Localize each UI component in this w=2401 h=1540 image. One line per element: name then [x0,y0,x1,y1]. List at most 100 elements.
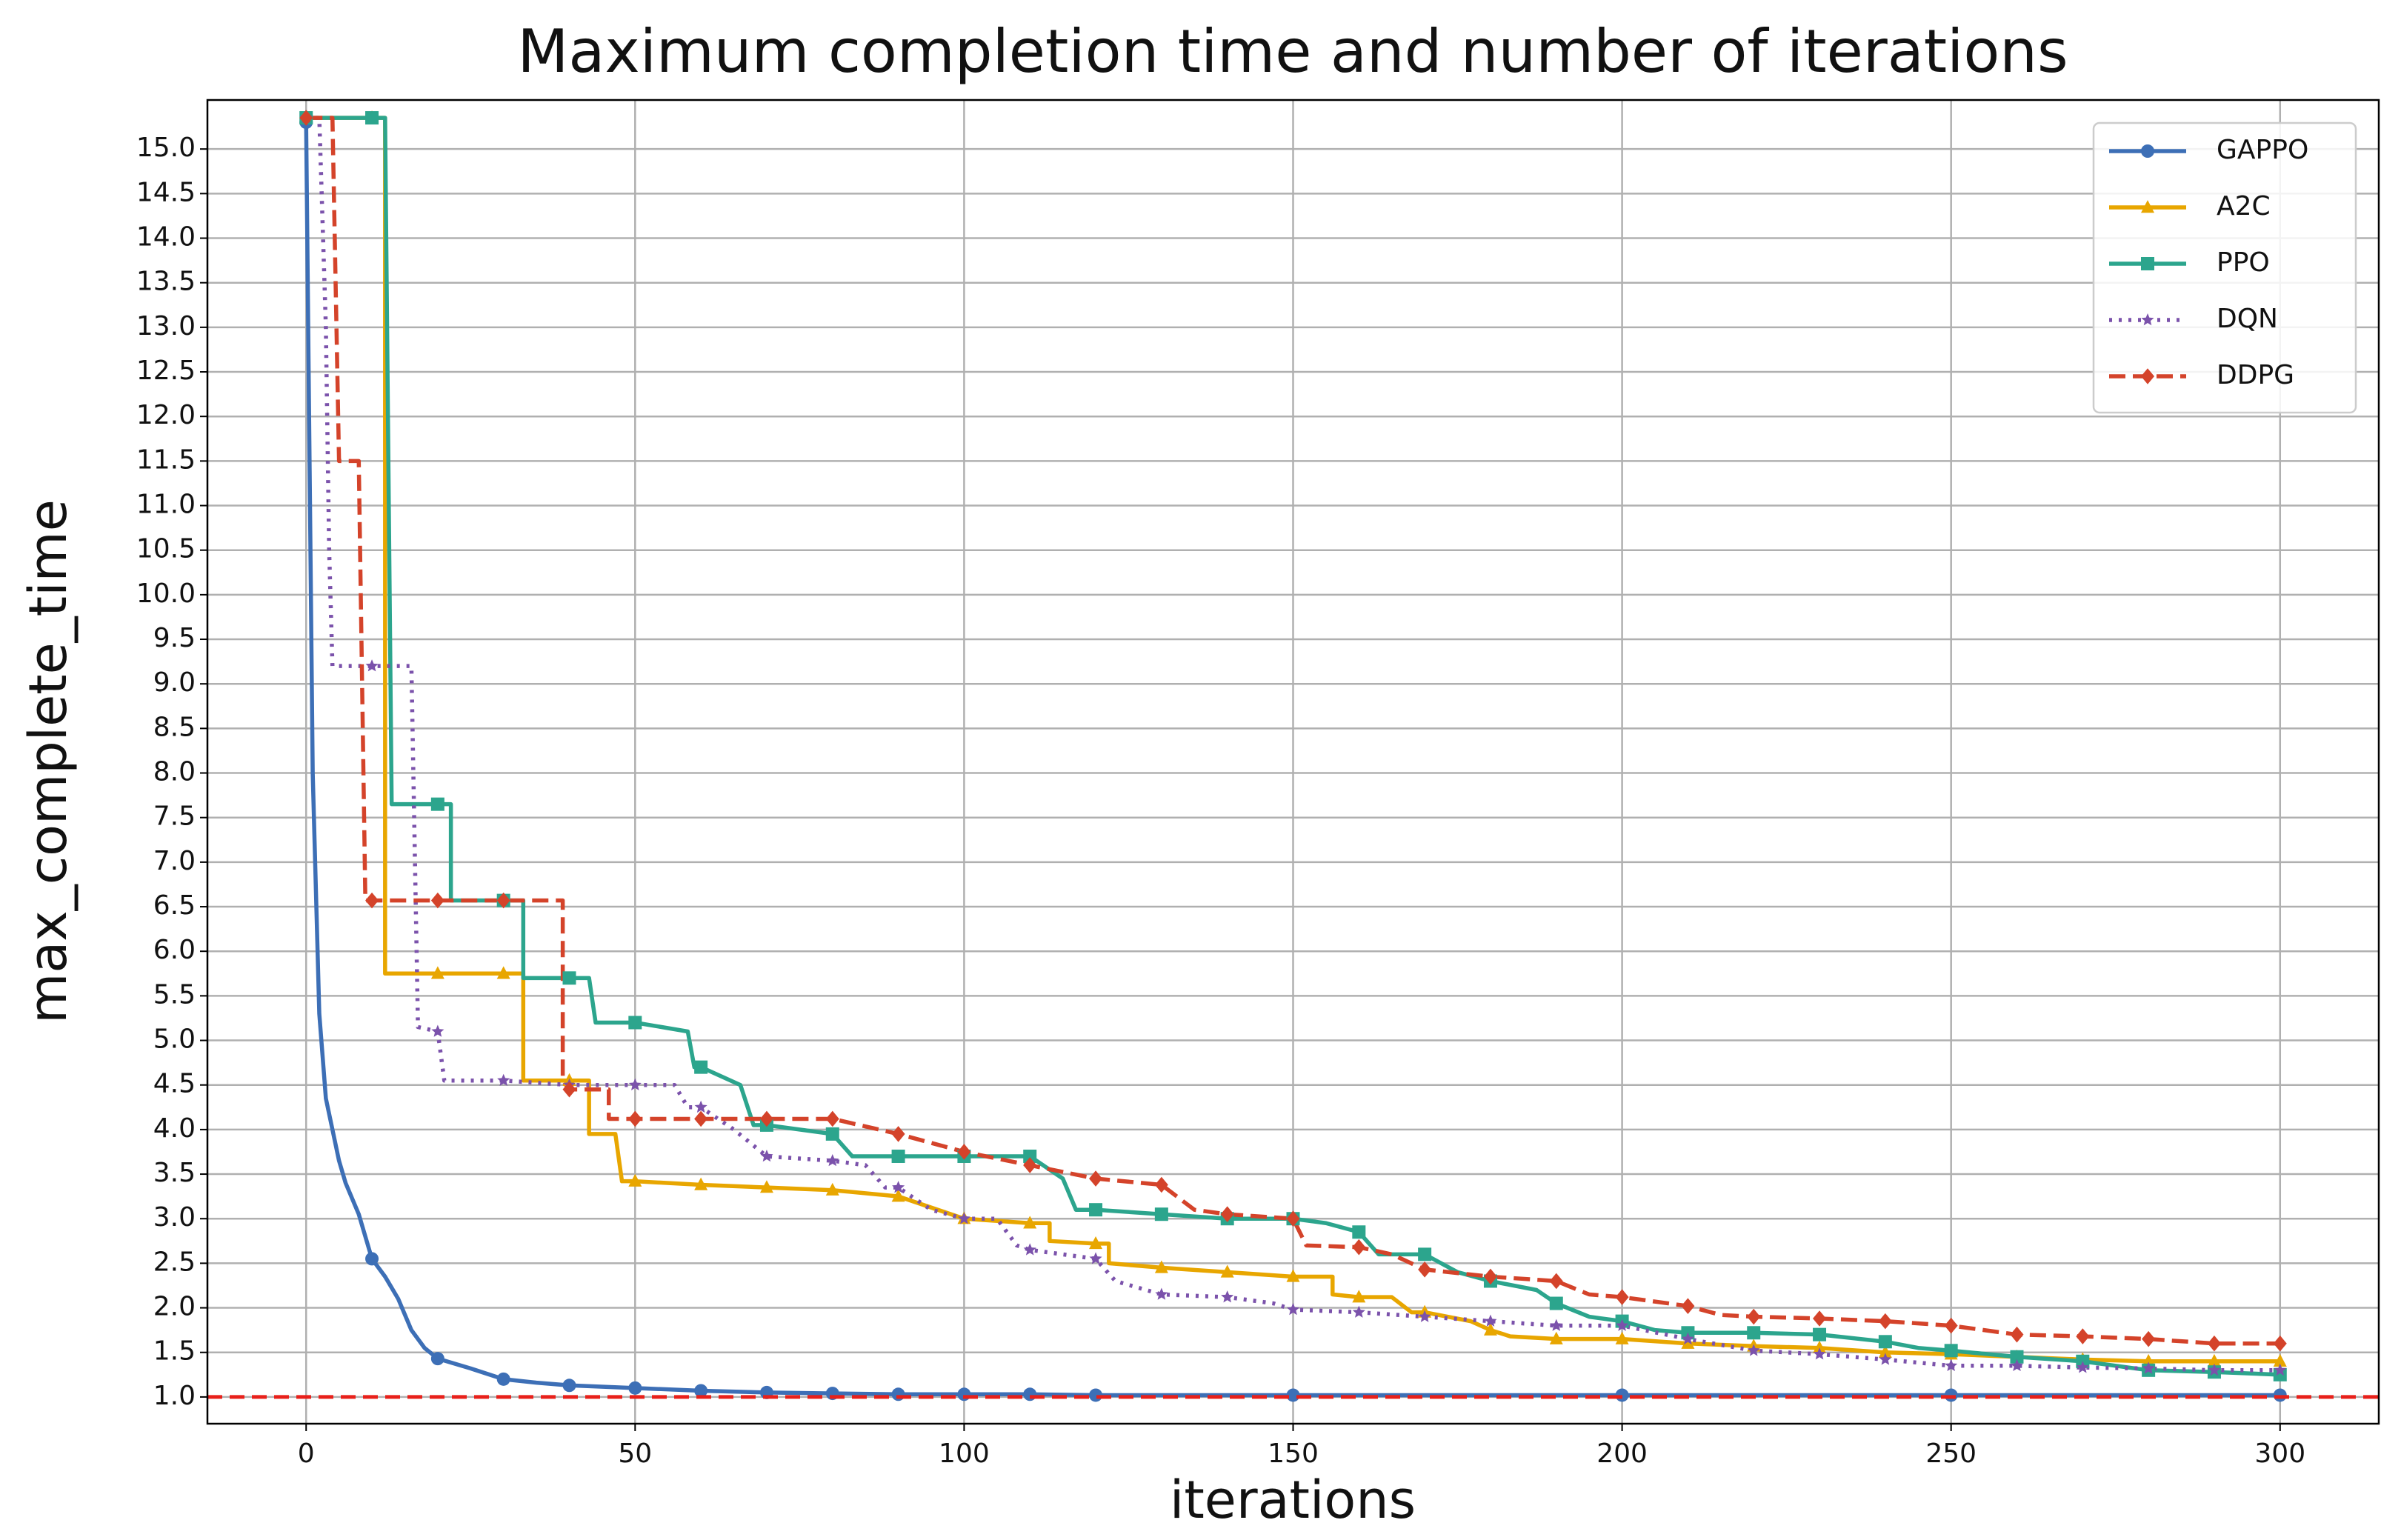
legend-marker [2141,368,2154,384]
data-point [1681,1332,1694,1344]
data-point [694,1110,708,1127]
data-point [430,966,444,979]
x-tick-label: 250 [1925,1439,1977,1469]
data-point [1154,1207,1168,1221]
data-point [628,1078,642,1091]
series-line [306,116,2280,1346]
data-point [1418,1247,1432,1261]
y-tick-label: 8.5 [153,712,196,742]
y-tick-label: 12.0 [136,400,196,430]
y-tick-label: 10.5 [136,534,196,564]
data-point [759,1110,773,1127]
x-tick-label: 150 [1268,1439,1319,1469]
data-point [1879,1353,1892,1365]
data-point [1089,1170,1103,1187]
data-point [430,797,444,811]
data-point [299,110,313,126]
y-tick-label: 2.0 [153,1292,196,1322]
y-tick-label: 7.0 [153,846,196,876]
legend-label: DDPG [2217,360,2294,390]
data-point [1483,1322,1497,1336]
y-tick-label: 1.0 [153,1381,196,1411]
y-tick-label: 5.0 [153,1024,196,1055]
data-point [1221,1290,1234,1303]
y-tick-label: 13.0 [136,311,196,341]
data-point [430,892,444,909]
data-point [891,1149,905,1163]
data-point [2273,1367,2287,1381]
chart-title: Maximum completion time and number of it… [517,17,2068,86]
y-axis-label: max_complete_time [18,499,79,1024]
data-point [2076,1361,2089,1373]
data-point [1484,1314,1497,1327]
data-point [2142,1361,2155,1374]
legend-box [2092,121,2357,414]
data-point [1483,1268,1497,1285]
data-point [1878,1344,1892,1358]
data-point [1944,1317,1958,1334]
data-point [1616,1319,1629,1331]
data-point [1286,1302,1300,1316]
x-tick-label: 0 [298,1439,315,1469]
legend-marker [2141,144,2154,158]
data-point [1023,1243,1036,1256]
legend-label: GAPPO [2217,135,2308,165]
series-line [304,122,2280,1398]
data-point [891,1126,905,1142]
y-tick-label: 1.5 [153,1336,196,1367]
data-point [1352,1290,1366,1303]
legend-label: PPO [2217,247,2270,278]
data-point [1813,1310,1827,1327]
data-point [1089,1252,1102,1264]
x-tick-label: 300 [2254,1439,2305,1469]
y-tick-label: 5.5 [153,979,196,1010]
data-point [2274,1363,2287,1376]
y-tick-label: 14.5 [136,177,196,207]
data-point [1813,1327,1827,1341]
data-point [1549,1273,1563,1290]
data-point [1155,1287,1168,1300]
data-point [891,1189,905,1202]
data-point [497,1073,510,1086]
y-tick-label: 3.5 [153,1158,196,1188]
y-tick-label: 10.0 [136,579,196,609]
y-tick-label: 7.5 [153,801,196,832]
data-point [2273,1335,2287,1352]
data-point [760,1149,773,1162]
data-point [1023,1157,1037,1173]
y-tick-label: 13.5 [136,267,196,297]
data-point [628,1381,642,1395]
data-point [628,1016,642,1030]
data-point [2076,1328,2090,1344]
data-point [1878,1313,1892,1330]
data-point [628,1173,642,1187]
data-point [1945,1359,1958,1372]
data-point [1681,1298,1695,1314]
data-point [365,111,379,125]
data-point [365,1252,379,1266]
data-point [1023,1216,1037,1229]
y-tick-label: 4.0 [153,1113,196,1144]
data-point [2207,1353,2221,1367]
data-point [957,1212,970,1224]
y-tick-label: 14.0 [136,222,196,253]
data-point [1944,1344,1958,1358]
data-point [759,1180,773,1193]
data-point [496,892,510,909]
data-point [1286,1269,1300,1282]
legend-label: A2C [2217,191,2271,221]
y-tick-label: 15.0 [136,133,196,163]
y-tick-label: 12.5 [136,356,196,386]
data-point [430,1352,444,1366]
data-point [1747,1344,1760,1356]
y-tick-label: 9.5 [153,623,196,653]
x-tick-label: 50 [618,1439,652,1469]
data-point [2142,1330,2156,1347]
data-point [1550,1319,1563,1331]
legend-marker [2141,200,2154,213]
data-point [431,1024,444,1037]
data-point [1023,1387,1037,1401]
series-line [306,116,2280,1377]
data-point [1615,1331,1629,1344]
